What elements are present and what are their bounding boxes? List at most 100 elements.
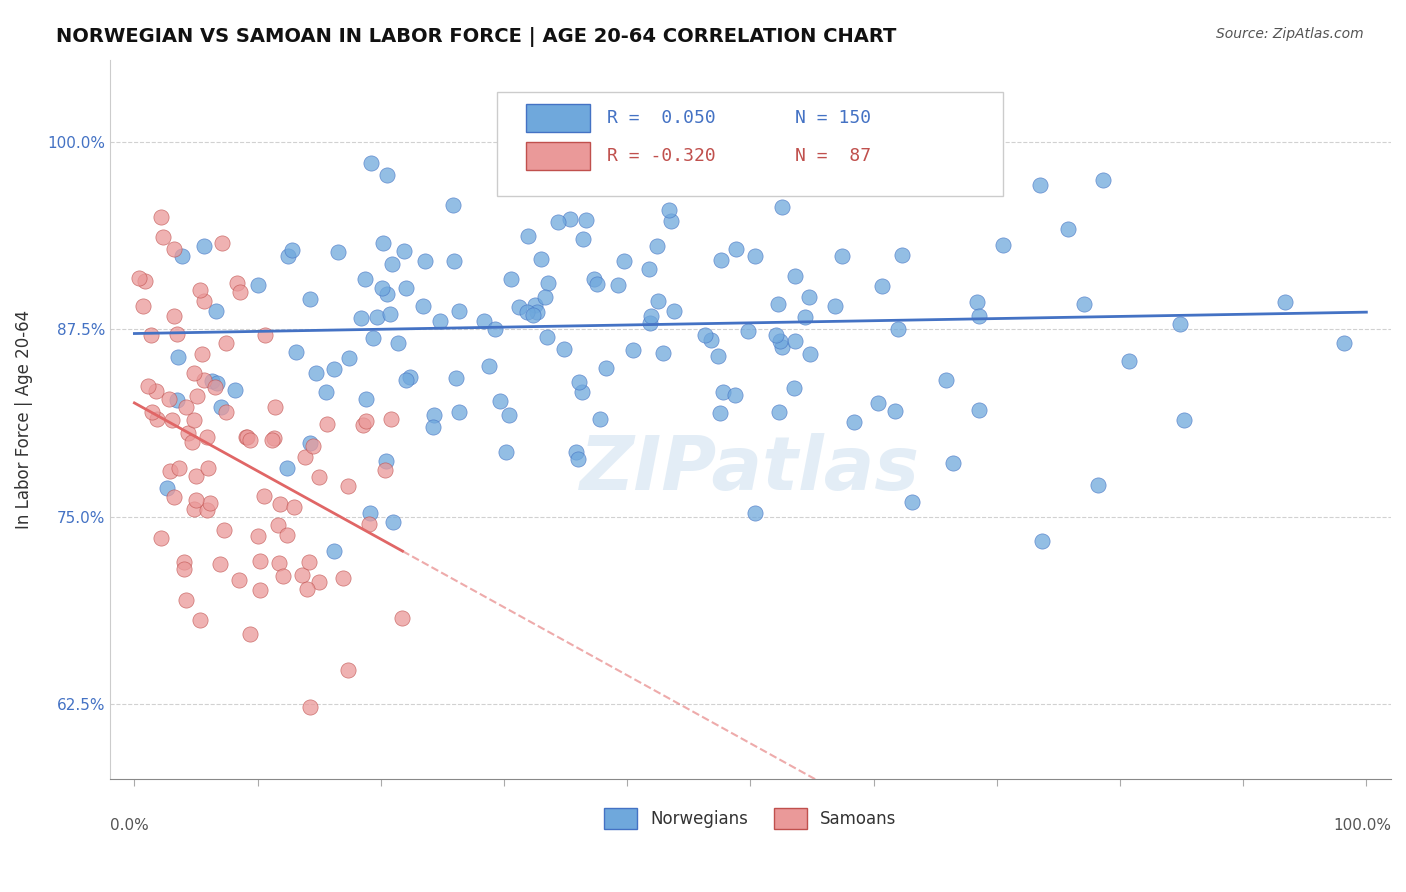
Point [398, 369, 420, 384]
Point [799, 347, 821, 361]
Point [645, 239, 668, 253]
Point [195, 430, 218, 444]
Point [186, 492, 208, 507]
Point [374, 463, 396, 477]
Point [134, 274, 156, 288]
Point [162, 242, 184, 256]
Point [247, 278, 270, 293]
Point [337, 351, 360, 365]
Point [174, 592, 197, 607]
Point [605, 106, 627, 120]
Point [361, 331, 384, 345]
Point [163, 309, 186, 323]
Point [1056, 222, 1078, 236]
Point [536, 329, 558, 343]
Point [186, 468, 208, 483]
Point [204, 380, 226, 394]
Point [322, 544, 344, 558]
Point [375, 287, 398, 301]
Point [249, 583, 271, 598]
Text: N = 150: N = 150 [796, 109, 872, 127]
Point [197, 461, 219, 475]
Point [141, 405, 163, 419]
Point [166, 393, 188, 408]
Point [145, 384, 167, 398]
Point [381, 515, 404, 529]
Point [886, 322, 908, 336]
Point [866, 395, 889, 409]
Point [783, 381, 806, 395]
Point [183, 502, 205, 516]
Point [359, 506, 381, 520]
Point [152, 229, 174, 244]
Point [209, 400, 232, 414]
Point [553, 342, 575, 356]
Point [276, 460, 298, 475]
Text: R =  0.050: R = 0.050 [607, 109, 716, 127]
Point [413, 253, 436, 268]
Point [607, 277, 630, 292]
Point [724, 388, 747, 402]
Point [388, 797, 411, 811]
Y-axis label: In Labor Force | Age 20-64: In Labor Force | Age 20-64 [15, 310, 32, 529]
Point [387, 335, 409, 350]
Point [568, 375, 591, 389]
Point [502, 105, 524, 120]
Point [208, 557, 231, 571]
Point [359, 516, 381, 531]
Point [150, 531, 173, 545]
Point [254, 327, 277, 342]
Point [565, 444, 588, 458]
Point [710, 253, 733, 268]
Point [132, 299, 155, 313]
Point [537, 277, 560, 291]
Point [166, 327, 188, 342]
Point [640, 310, 662, 324]
Point [322, 361, 344, 376]
Point [128, 271, 150, 285]
Point [299, 809, 322, 823]
Point [621, 343, 644, 357]
Text: Source: ZipAtlas.com: Source: ZipAtlas.com [1216, 27, 1364, 41]
Point [260, 433, 283, 447]
Point [571, 384, 593, 399]
Point [441, 197, 464, 211]
Point [173, 562, 195, 576]
Point [332, 571, 354, 585]
Point [228, 573, 250, 587]
Point [783, 268, 806, 283]
Point [484, 321, 506, 335]
Point [212, 523, 235, 537]
FancyBboxPatch shape [526, 143, 591, 169]
Point [769, 334, 792, 348]
Point [298, 436, 321, 450]
Point [1091, 173, 1114, 187]
Point [754, 168, 776, 182]
FancyBboxPatch shape [496, 92, 1002, 196]
Point [967, 310, 990, 324]
Point [205, 376, 228, 391]
Point [297, 582, 319, 596]
Point [136, 379, 159, 393]
Point [768, 297, 790, 311]
Point [229, 285, 252, 299]
Point [366, 310, 388, 325]
Point [1274, 295, 1296, 310]
Point [707, 349, 730, 363]
Point [370, 280, 392, 294]
Point [201, 374, 224, 388]
Point [183, 412, 205, 426]
Point [253, 489, 276, 503]
Text: R = -0.320: R = -0.320 [607, 147, 716, 165]
Point [139, 328, 162, 343]
Point [394, 244, 416, 258]
Point [224, 383, 246, 397]
Point [239, 627, 262, 641]
Point [478, 359, 501, 373]
Point [375, 168, 398, 182]
Point [263, 400, 285, 414]
Point [1333, 335, 1355, 350]
Point [337, 479, 360, 493]
Point [263, 432, 285, 446]
Point [651, 345, 673, 359]
